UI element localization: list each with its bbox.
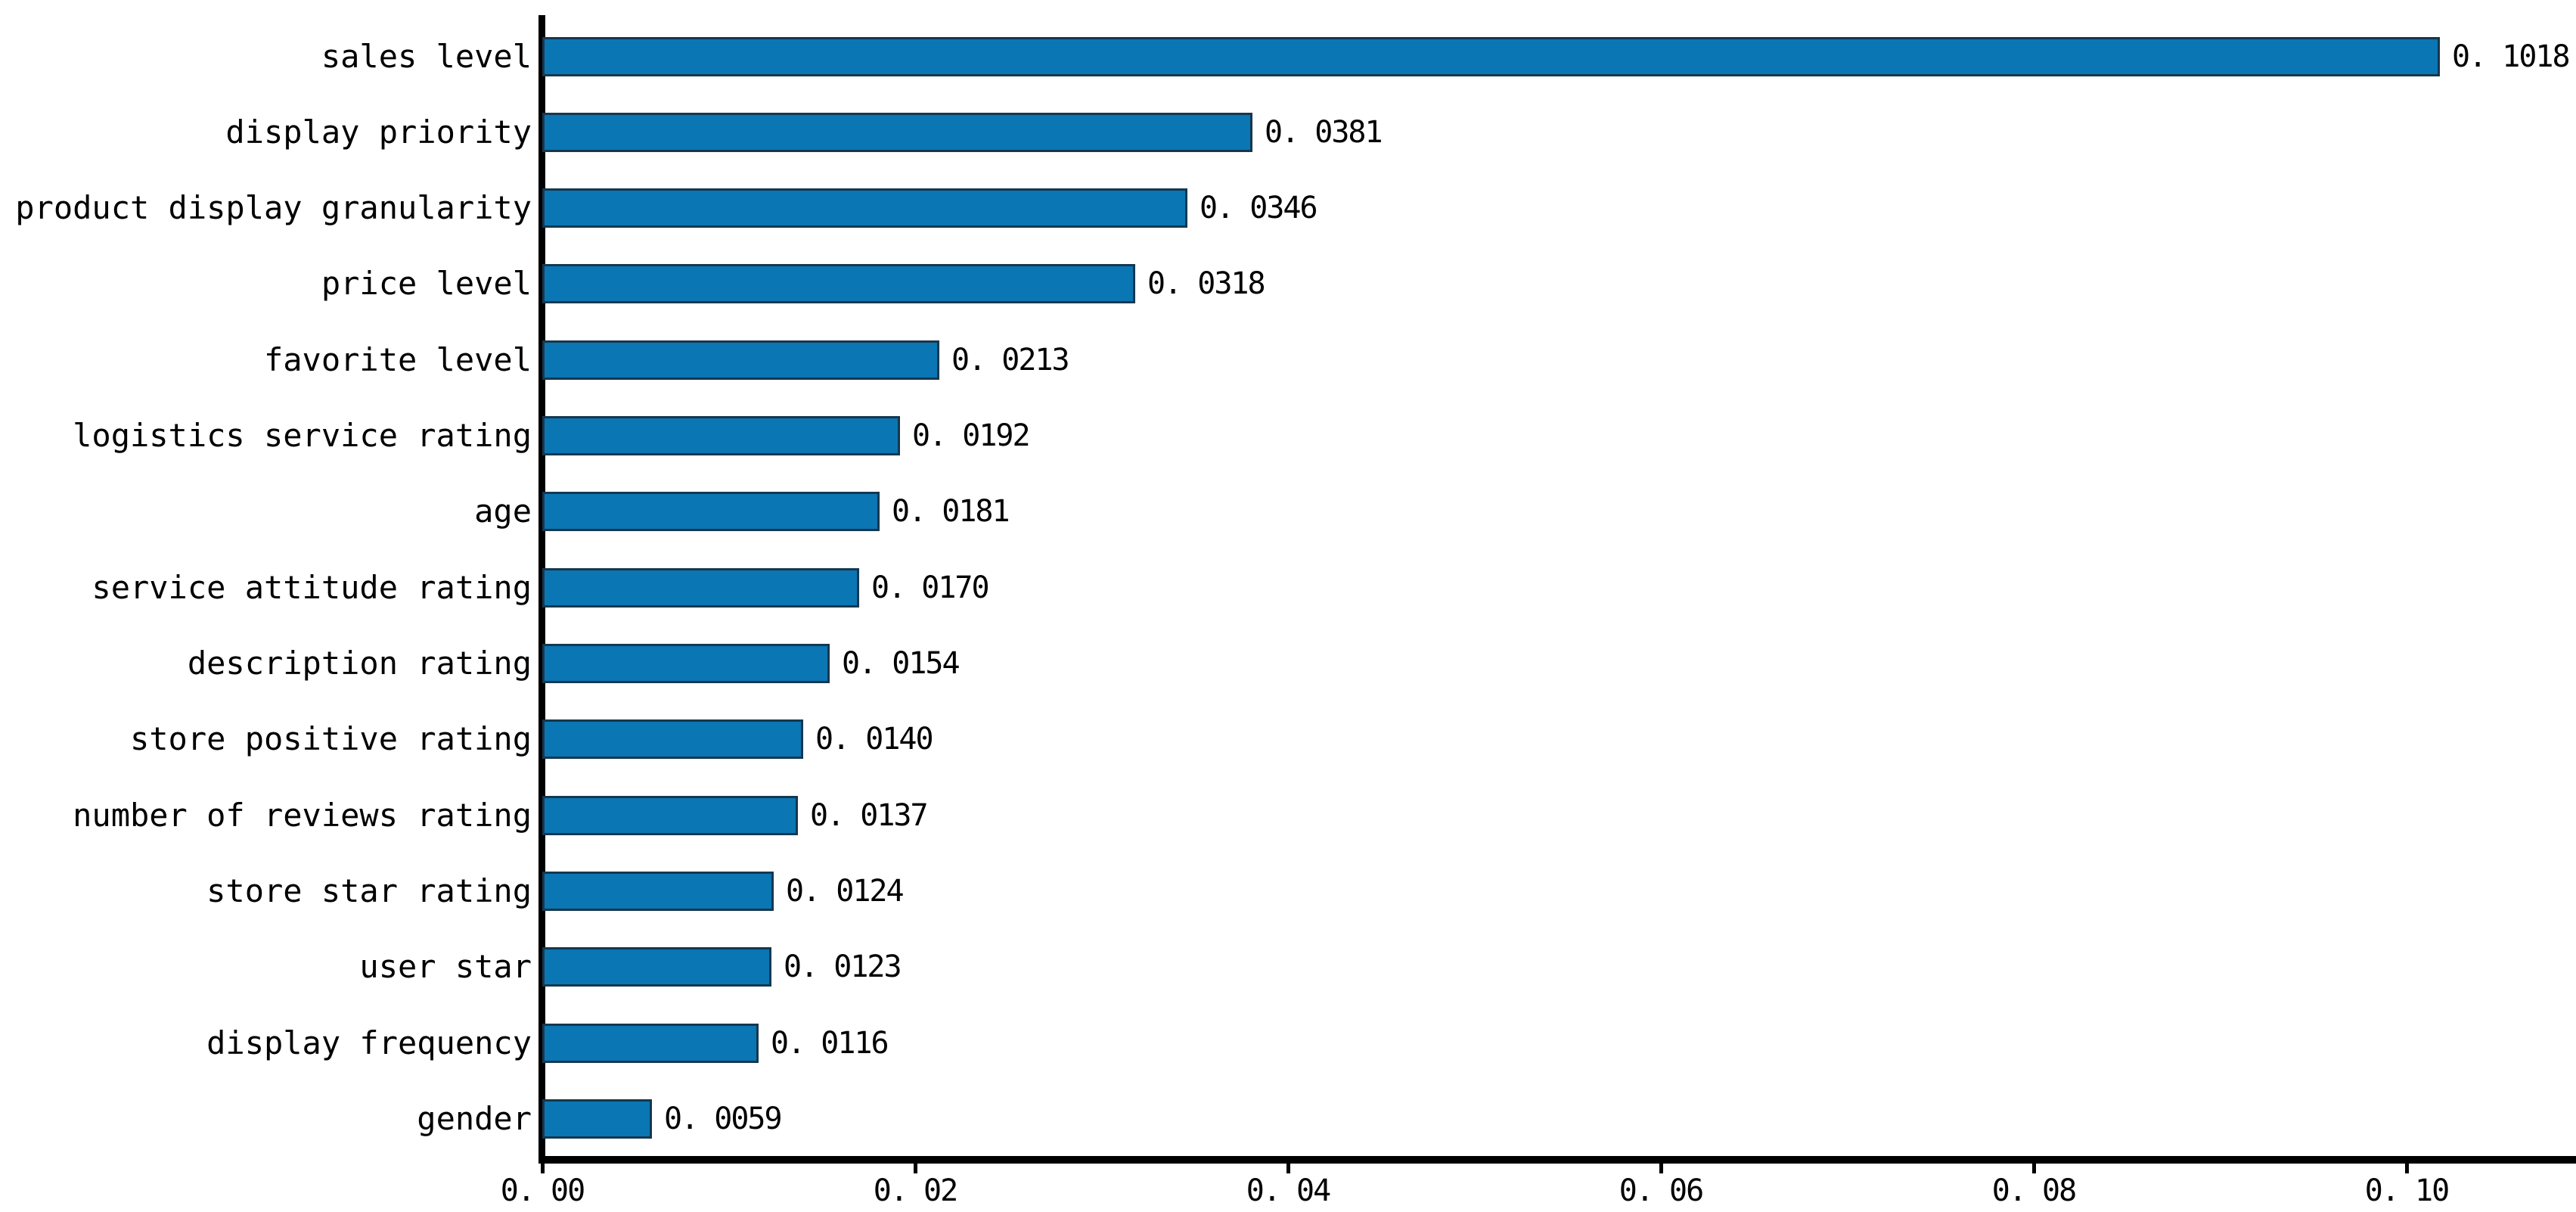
value-label: 0. 0192: [912, 418, 1031, 454]
category-label: store positive rating: [129, 720, 532, 758]
x-tick-mark: [541, 1164, 545, 1173]
value-label: 0. 0346: [1200, 191, 1318, 226]
bar: [542, 1023, 759, 1063]
x-tick-mark: [1659, 1164, 1663, 1173]
bar: [542, 416, 900, 456]
value-label: 0. 1018: [2452, 39, 2571, 74]
value-label: 0. 0123: [784, 949, 902, 985]
x-tick-label: 0. 04: [1246, 1173, 1331, 1208]
value-label: 0. 0318: [1147, 266, 1266, 302]
bar: [542, 112, 1252, 152]
bar: [542, 872, 774, 912]
bar: [542, 36, 2440, 76]
value-label: 0. 0213: [951, 342, 1070, 378]
bar: [542, 188, 1187, 228]
value-label: 0. 0116: [771, 1025, 889, 1061]
category-label: service attitude rating: [92, 568, 532, 606]
x-tick-mark: [2405, 1164, 2409, 1173]
x-tick-mark: [914, 1164, 917, 1173]
value-label: 0. 0381: [1265, 114, 1383, 150]
bar: [542, 264, 1135, 304]
bar: [542, 1099, 652, 1139]
value-label: 0. 0137: [810, 797, 929, 833]
x-tick-label: 0. 08: [1991, 1173, 2077, 1208]
x-tick-label: 0. 00: [500, 1173, 585, 1208]
value-label: 0. 0140: [815, 722, 934, 757]
category-label: number of reviews rating: [73, 796, 532, 834]
category-label: description rating: [187, 645, 532, 682]
bar: [542, 492, 880, 532]
y-axis-spine: [538, 15, 545, 1164]
category-label: product display granularity: [15, 189, 532, 227]
category-label: logistics service rating: [73, 417, 532, 455]
bar: [542, 795, 798, 835]
value-label: 0. 0059: [664, 1102, 783, 1137]
x-tick-label: 0. 10: [2364, 1173, 2450, 1208]
bar: [542, 340, 939, 380]
category-label: price level: [321, 265, 532, 303]
value-label: 0. 0170: [871, 570, 990, 605]
category-label: gender: [417, 1100, 532, 1138]
category-label: display frequency: [206, 1024, 532, 1061]
x-tick-mark: [2032, 1164, 2036, 1173]
bar: [542, 644, 830, 684]
bar: [542, 947, 771, 987]
value-label: 0. 0181: [892, 494, 1010, 530]
x-tick-label: 0. 06: [1619, 1173, 1704, 1208]
category-label: favorite level: [263, 340, 532, 378]
category-label: age: [474, 493, 532, 530]
x-tick-label: 0. 02: [873, 1173, 958, 1208]
category-label: store star rating: [206, 872, 532, 910]
value-label: 0. 0124: [786, 874, 905, 909]
category-label: sales level: [321, 37, 532, 75]
value-label: 0. 0154: [842, 646, 961, 682]
bar: [542, 719, 803, 760]
category-label: user star: [359, 948, 532, 986]
category-label: display priority: [225, 113, 532, 151]
x-tick-mark: [1286, 1164, 1290, 1173]
bar: [542, 567, 859, 608]
x-axis-spine: [538, 1156, 2576, 1164]
